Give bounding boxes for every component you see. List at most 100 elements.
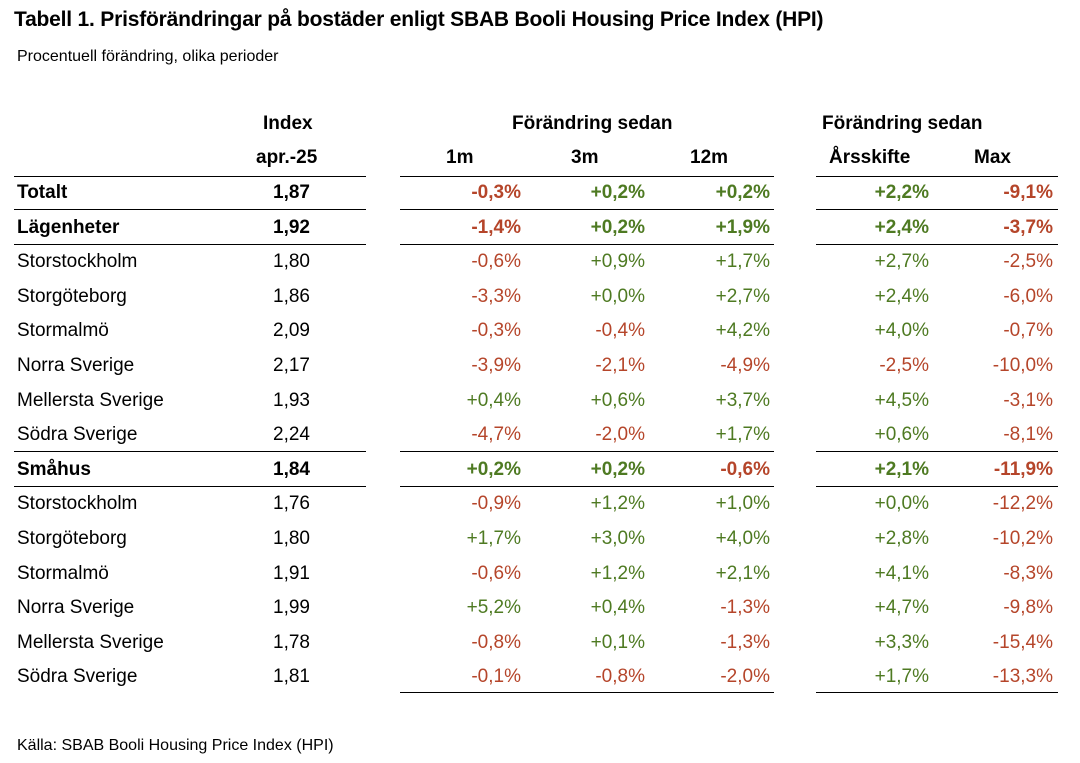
- cell-1m: +0,2%: [466, 458, 521, 480]
- header-rule-left: [14, 176, 366, 177]
- cell-3m: -2,0%: [595, 424, 645, 446]
- table-row: Lägenheter 1,92 -1,4% +0,2% +1,9% +2,4% -3,7%: [0, 211, 1080, 245]
- cell-arsskifte: +2,2%: [874, 182, 929, 203]
- cell-max: -3,7%: [1003, 216, 1053, 238]
- header-group-change-1: Förändring sedan: [512, 113, 673, 134]
- table-row: Mellersta Sverige 1,93 +0,4% +0,6% +3,7% +4,5…: [0, 384, 1080, 418]
- row-rule: [14, 485, 366, 487]
- table-row: Södra Sverige 2,24 -4,7% -2,0% +1,7% +0,6% -8,…: [0, 418, 1080, 453]
- cell-max: -12,2%: [992, 493, 1053, 515]
- cell-3m: -2,1%: [595, 355, 645, 376]
- table-row: Storgöteborg 1,80 +1,7% +3,0% +4,0% +2,8% -10,…: [0, 522, 1080, 556]
- row-label: Mellersta Sverige: [17, 389, 164, 411]
- cell-index: 1,84: [273, 458, 310, 480]
- row-label: Södra Sverige: [17, 424, 138, 446]
- cell-1m: -0,3%: [471, 320, 521, 342]
- cell-1m: +0,4%: [466, 389, 521, 411]
- header-arsskifte: Årsskifte: [829, 147, 911, 168]
- header-index-date: apr.-25: [256, 147, 318, 168]
- source-note: Källa: SBAB Booli Housing Price Index (H…: [17, 737, 334, 754]
- cell-max: -9,1%: [1003, 182, 1053, 203]
- header-rule-middle: [400, 176, 774, 177]
- table-row: Norra Sverige 1,99 +5,2% +0,4% -1,3% +4,7% -9,…: [0, 591, 1080, 625]
- cell-arsskifte: +2,4%: [874, 216, 929, 238]
- row-rule: [816, 209, 1058, 210]
- row-label: Storstockholm: [17, 251, 138, 273]
- cell-1m: -0,9%: [471, 493, 521, 515]
- table-row: Stormalmö 1,91 -0,6% +1,2% +2,1% +4,1% -8,3%: [0, 557, 1080, 591]
- cell-max: -3,1%: [1003, 389, 1053, 411]
- cell-arsskifte: +0,6%: [874, 424, 929, 446]
- cell-3m: -0,8%: [595, 666, 645, 688]
- row-label: Norra Sverige: [17, 597, 135, 619]
- cell-12m: -1,3%: [720, 631, 770, 653]
- cell-index: 1,76: [273, 493, 310, 515]
- cell-max: -8,3%: [1003, 562, 1053, 584]
- table-row: Stormalmö 2,09 -0,3% -0,4% +4,2% +4,0% -0,7%: [0, 314, 1080, 348]
- row-label: Storgöteborg: [17, 528, 127, 549]
- row-rule: [400, 243, 774, 245]
- cell-1m: -1,4%: [471, 216, 521, 238]
- row-rule: [816, 485, 1058, 487]
- cell-3m: +0,1%: [590, 631, 645, 653]
- cell-3m: +1,2%: [590, 493, 645, 515]
- cell-12m: -0,6%: [720, 458, 770, 480]
- cell-1m: -3,9%: [471, 355, 521, 376]
- cell-arsskifte: +4,1%: [874, 562, 929, 584]
- cell-1m: +5,2%: [466, 597, 521, 619]
- cell-1m: -0,3%: [471, 182, 521, 203]
- cell-arsskifte: +4,5%: [874, 389, 929, 411]
- cell-index: 1,87: [273, 182, 310, 203]
- table-row: Storgöteborg 1,86 -3,3% +0,0% +2,7% +2,4% -6,0…: [0, 280, 1080, 314]
- cell-index: 1,93: [273, 389, 310, 411]
- bottom-rule-right: [816, 692, 1058, 693]
- cell-12m: +0,2%: [715, 182, 770, 203]
- header-12m: 12m: [690, 147, 729, 168]
- cell-max: -13,3%: [992, 666, 1053, 688]
- cell-max: -0,7%: [1003, 320, 1053, 342]
- cell-3m: +0,6%: [590, 389, 645, 411]
- cell-1m: -0,6%: [471, 251, 521, 273]
- cell-12m: +2,1%: [715, 562, 770, 584]
- cell-index: 1,91: [273, 562, 310, 584]
- row-rule: [816, 451, 1058, 453]
- table-row: Mellersta Sverige 1,78 -0,8% +0,1% -1,3% +3,3…: [0, 626, 1080, 660]
- table-row: Storstockholm 1,76 -0,9% +1,2% +1,0% +0,0% -12…: [0, 487, 1080, 521]
- cell-12m: -4,9%: [720, 355, 770, 376]
- row-label: Småhus: [17, 458, 91, 480]
- cell-3m: +1,2%: [590, 562, 645, 584]
- row-label: Mellersta Sverige: [17, 631, 164, 653]
- cell-max: -15,4%: [992, 631, 1053, 653]
- cell-3m: -0,4%: [595, 320, 645, 342]
- cell-3m: +0,9%: [590, 251, 645, 273]
- header-rule-right: [816, 176, 1058, 177]
- cell-max: -11,9%: [993, 458, 1053, 480]
- cell-index: 2,17: [273, 355, 310, 376]
- row-rule: [14, 209, 366, 210]
- bottom-rule-middle: [400, 692, 774, 693]
- cell-1m: -0,1%: [471, 666, 521, 688]
- cell-1m: +1,7%: [466, 528, 521, 549]
- table-row: Storstockholm 1,80 -0,6% +0,9% +1,7% +2,7% -2,…: [0, 245, 1080, 279]
- row-label: Norra Sverige: [17, 355, 135, 376]
- cell-index: 2,09: [273, 320, 310, 342]
- row-label: Södra Sverige: [17, 666, 138, 688]
- cell-arsskifte: +0,0%: [874, 493, 929, 515]
- header-1m: 1m: [446, 147, 474, 168]
- row-label: Stormalmö: [17, 320, 109, 342]
- row-label: Storstockholm: [17, 493, 138, 515]
- row-label: Stormalmö: [17, 562, 109, 584]
- cell-12m: -2,0%: [720, 666, 770, 688]
- cell-3m: +0,2%: [590, 458, 645, 480]
- cell-index: 1,99: [273, 597, 310, 619]
- table-subtitle: Procentuell förändring, olika perioder: [17, 48, 279, 65]
- header-3m: 3m: [571, 147, 599, 168]
- cell-12m: +1,7%: [715, 424, 770, 446]
- cell-arsskifte: +2,8%: [874, 528, 929, 549]
- cell-12m: -1,3%: [720, 597, 770, 619]
- table-row: Norra Sverige 2,17 -3,9% -2,1% -4,9% -2,5% -10…: [0, 349, 1080, 383]
- cell-arsskifte: +2,7%: [874, 251, 929, 273]
- cell-index: 1,78: [273, 631, 310, 653]
- cell-max: -9,8%: [1003, 597, 1053, 619]
- row-label: Lägenheter: [17, 216, 120, 238]
